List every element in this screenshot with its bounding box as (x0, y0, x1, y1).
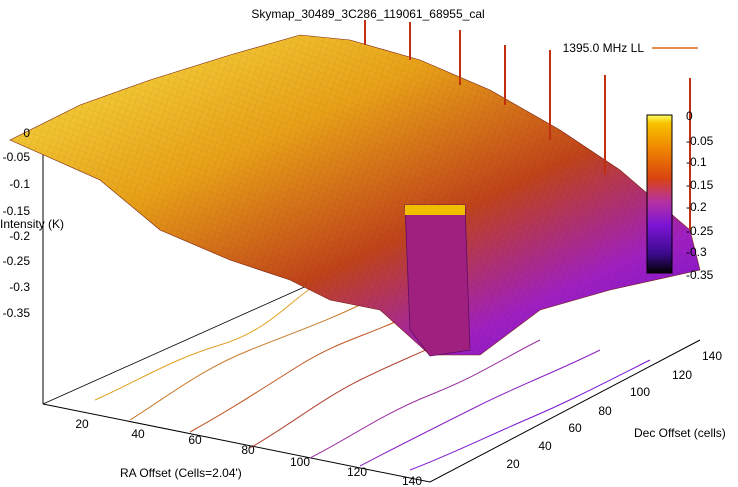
z-tick-label: -0.3 (9, 280, 30, 294)
z-tick-label: -0.35 (3, 306, 31, 320)
colorbar-gradient (646, 114, 673, 274)
legend-label: 1395.0 MHz LL (563, 41, 645, 55)
y-tick-label: 120 (672, 368, 692, 382)
x-tick-label: 80 (241, 443, 255, 457)
colorbar: 0 -0.05 -0.1 -0.15 -0.2 -0.25 -0.3 -0.35 (646, 109, 714, 282)
surface-spikes (364, 20, 691, 230)
x-axis: 20 40 60 80 100 120 140 (75, 417, 422, 487)
z-tick-label: -0.1 (9, 177, 30, 191)
floor-frame (42, 339, 701, 483)
colorbar-tick-label: -0.15 (686, 178, 714, 192)
colorbar-tick-label: -0.05 (686, 134, 714, 148)
colorbar-tick-label: -0.35 (686, 268, 714, 282)
y-axis-label: Dec Offset (cells) (634, 426, 726, 440)
z-tick-label: -0.15 (3, 204, 31, 218)
x-tick-label: 140 (402, 474, 422, 487)
legend: 1395.0 MHz LL (563, 41, 698, 55)
colorbar-tick-label: -0.1 (686, 155, 707, 169)
z-axis: 0 -0.05 -0.1 -0.15 -0.2 -0.25 -0.3 -0.35 (3, 126, 31, 320)
colorbar-tick-label: 0 (686, 109, 693, 123)
surface-trough (404, 204, 471, 357)
surface-trough-front (405, 205, 465, 215)
x-tick-label: 60 (188, 433, 202, 447)
z-axis-label: Intensity (K) (0, 217, 64, 231)
back-edge (42, 279, 321, 405)
y-tick-label: 100 (630, 385, 650, 399)
z-tick-label: 0 (23, 126, 30, 140)
colorbar-tick-label: -0.3 (686, 245, 707, 259)
floor-contours (94, 281, 651, 471)
y-tick-label: 80 (598, 404, 612, 418)
y-axis: 20 40 60 80 100 120 140 (506, 349, 722, 471)
colorbar-tick-label: -0.2 (686, 200, 707, 214)
y-tick-label: 40 (538, 439, 552, 453)
y-tick-label: 20 (506, 457, 520, 471)
z-tick-label: -0.05 (3, 150, 31, 164)
x-tick-label: 40 (131, 427, 145, 441)
x-tick-label: 100 (290, 455, 310, 469)
y-tick-label: 60 (568, 421, 582, 435)
x-tick-label: 120 (347, 465, 367, 479)
x-tick-label: 20 (75, 417, 89, 431)
z-tick-label: -0.2 (9, 229, 30, 243)
z-tick-label: -0.25 (3, 254, 31, 268)
chart-title: Skymap_30489_3C286_119061_68955_cal (251, 7, 484, 21)
colorbar-tick-label: -0.25 (686, 224, 714, 238)
x-axis-label: RA Offset (Cells=2.04') (120, 466, 242, 480)
surface-mesh-texture (10, 35, 700, 355)
y-tick-label: 140 (702, 349, 722, 363)
